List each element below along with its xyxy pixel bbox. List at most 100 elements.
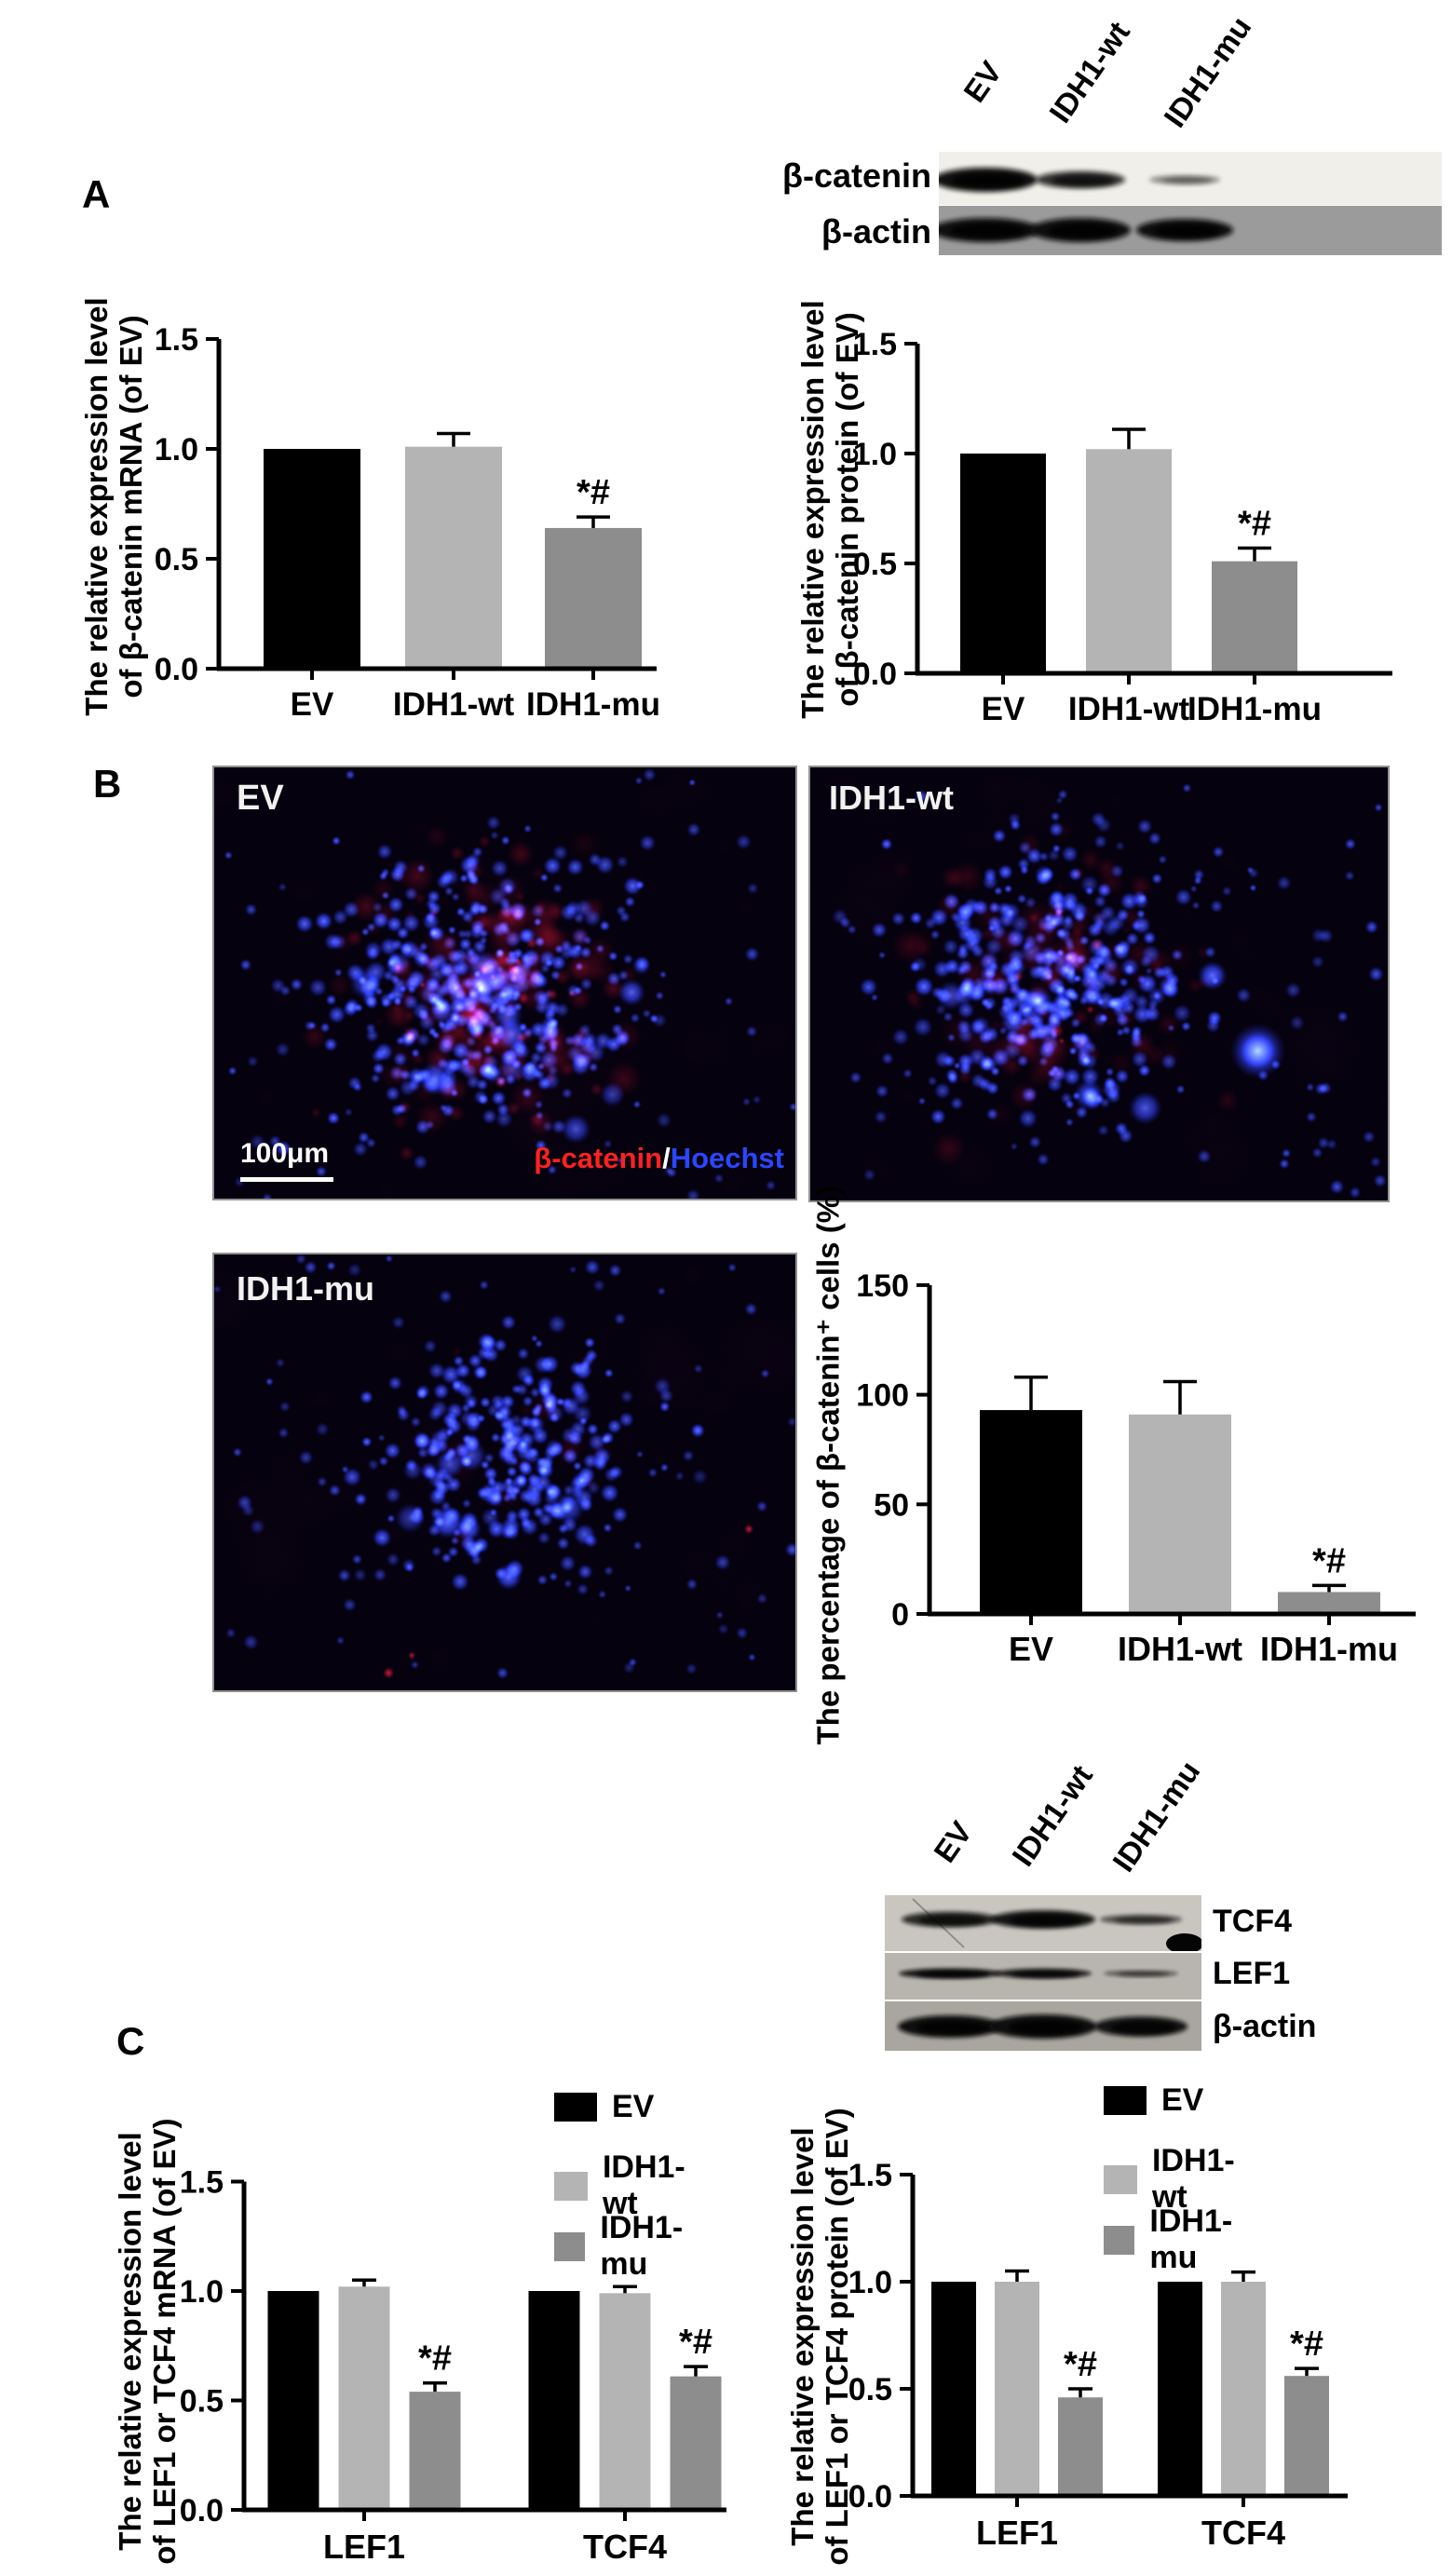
stain-blue-text: Hoechst <box>670 1142 784 1174</box>
svg-text:0.5: 0.5 <box>180 2384 224 2420</box>
blot-top-row-label-bcatenin: β-catenin <box>782 156 931 195</box>
svg-text:1.0: 1.0 <box>848 2265 892 2300</box>
microscopy-image-idh1mu: IDH1-mu <box>212 1253 797 1692</box>
svg-text:IDH1-wt: IDH1-wt <box>1118 1630 1242 1668</box>
legend-c2-row-idh1mu: IDH1-mu <box>1104 2203 1244 2276</box>
svg-text:TCF4: TCF4 <box>583 2528 667 2566</box>
blot-top-lane-label-idh1wt: IDH1-wt <box>1042 15 1137 129</box>
svg-text:IDH1-mu: IDH1-mu <box>1260 1630 1398 1668</box>
svg-text:IDH1-mu: IDH1-mu <box>1187 691 1322 727</box>
svg-text:0.5: 0.5 <box>155 542 198 577</box>
legend-c2-row-idh1wt: IDH1-wt <box>1104 2143 1244 2216</box>
legend-label-ev: EV <box>1161 2082 1204 2118</box>
svg-text:*#: *# <box>1238 504 1271 543</box>
blot-c-row-label-tcf4: TCF4 <box>1213 1904 1292 1939</box>
microscopy-image-idh1wt: IDH1-wt <box>808 766 1390 1202</box>
panel-b-letter: B <box>93 762 122 806</box>
blot-c-lane-label-idh1wt: IDH1-wt <box>1005 1758 1100 1873</box>
blot-top-bcatenin-bands <box>939 168 1220 192</box>
svg-text:0.5: 0.5 <box>848 2372 892 2407</box>
bar-chart-percent-cells: *# 0 50 100 150 EV IDH1-wt IDH1-mu <box>856 1268 1416 1668</box>
panel-a-letter: A <box>82 172 111 216</box>
svg-text:0.0: 0.0 <box>853 657 897 692</box>
svg-text:*#: *# <box>1290 2325 1323 2364</box>
svg-text:*#: *# <box>1312 1541 1346 1580</box>
svg-text:EV: EV <box>291 686 334 723</box>
microscopy-label-idh1mu: IDH1-mu <box>237 1269 375 1308</box>
legend-c1-row-ev: EV <box>554 2089 654 2125</box>
blot-c-lane-label-ev: EV <box>927 1814 979 1869</box>
blot-c-row-label-lef1: LEF1 <box>1213 1956 1291 1991</box>
panel-c-letter: C <box>116 2019 145 2063</box>
blot-c-bactin-strip <box>885 2001 1201 2051</box>
svg-text:LEF1: LEF1 <box>323 2528 405 2566</box>
svg-text:50: 50 <box>874 1487 909 1523</box>
svg-text:1.0: 1.0 <box>180 2274 224 2310</box>
stain-separator-text: / <box>662 1142 671 1174</box>
svg-text:1.0: 1.0 <box>853 437 897 472</box>
svg-text:EV: EV <box>982 691 1025 727</box>
svg-text:0.0: 0.0 <box>155 652 198 687</box>
blot-c-lef1-strip <box>885 1953 1201 2000</box>
blot-top-lane-label-ev: EV <box>957 54 1009 109</box>
blot-top-lane-label-idh1mu: IDH1-mu <box>1157 9 1258 134</box>
svg-text:1.5: 1.5 <box>848 2158 892 2193</box>
microscopy-label-ev: EV <box>237 779 284 818</box>
microscopy-label-idh1wt: IDH1-wt <box>829 779 954 817</box>
legend-label-idh1wt: IDH1-wt <box>1151 2143 1235 2215</box>
svg-text:150: 150 <box>856 1268 909 1304</box>
svg-text:*#: *# <box>577 473 610 512</box>
legend-c2-row-ev: EV <box>1104 2082 1203 2119</box>
svg-text:1.0: 1.0 <box>155 432 198 468</box>
svg-text:EV: EV <box>1009 1630 1053 1668</box>
blot-top-bactin-bands <box>939 218 1233 242</box>
blot-c-tcf4-strip <box>885 1895 1201 1951</box>
legend-swatch-idh1mu <box>1104 2225 1135 2255</box>
svg-text:*#: *# <box>418 2339 452 2379</box>
legend-label-idh1mu: IDH1-mu <box>1149 2203 1233 2275</box>
microscopy-image-ev: EV 100μm β-catenin/Hoechst <box>212 766 797 1200</box>
blot-top-bcatenin-strip <box>939 152 1442 205</box>
microscopy-canvas-idh1wt <box>810 767 1388 1200</box>
blot-c-bactin-bands <box>898 2014 1187 2039</box>
blot-c-tcf4-bands <box>902 1898 1201 1951</box>
svg-text:*#: *# <box>1064 2345 1097 2384</box>
svg-text:1.5: 1.5 <box>180 2165 224 2201</box>
svg-text:IDH1-mu: IDH1-mu <box>526 686 660 723</box>
blot-c-artifact-blob <box>1166 1933 1201 1951</box>
stain-red-text: β-catenin <box>534 1142 663 1174</box>
svg-text:IDH1-wt: IDH1-wt <box>393 686 515 723</box>
bar-chart-lef1-tcf4-protein: *# *# 0.0 0.5 1.0 1.5 LEF1 TCF4 <box>848 2158 1348 2552</box>
blot-top-row-label-bactin: β-actin <box>821 212 931 251</box>
bar-chart-bcatenin-mrna: *# 0.0 0.5 1.0 1.5 EV IDH1-wt IDH1-mu <box>155 322 660 723</box>
legend-swatch-idh1mu <box>554 2231 586 2261</box>
svg-text:0.5: 0.5 <box>853 547 897 582</box>
scale-bar-line <box>240 1177 333 1182</box>
blot-c-lef1-bands <box>899 1968 1178 1979</box>
stain-overlay-label: β-catenin/Hoechst <box>534 1142 784 1175</box>
microscopy-canvas-ev <box>214 767 795 1199</box>
legend-swatch-ev <box>1104 2086 1147 2115</box>
svg-text:100: 100 <box>856 1378 909 1414</box>
blot-c-lane-label-idh1mu: IDH1-mu <box>1106 1754 1207 1878</box>
legend-swatch-idh1wt <box>1104 2164 1137 2194</box>
legend-label-idh1wt: IDH1-wt <box>602 2149 685 2221</box>
svg-text:LEF1: LEF1 <box>976 2514 1058 2552</box>
scale-bar-text: 100μm <box>240 1138 330 1169</box>
blot-c-row-label-bactin: β-actin <box>1213 2009 1317 2044</box>
legend-label-ev: EV <box>612 2089 655 2124</box>
svg-text:1.5: 1.5 <box>155 322 198 358</box>
svg-text:0.0: 0.0 <box>180 2493 224 2529</box>
blot-top-bactin-strip <box>939 206 1442 255</box>
svg-text:1.5: 1.5 <box>853 327 897 362</box>
legend-c1-row-idh1mu: IDH1-mu <box>554 2210 695 2283</box>
legend-swatch-ev <box>554 2093 597 2122</box>
svg-text:IDH1-wt: IDH1-wt <box>1068 691 1190 727</box>
legend-c1-row-idh1wt: IDH1-wt <box>554 2149 695 2222</box>
svg-text:*#: *# <box>679 2323 712 2362</box>
svg-text:TCF4: TCF4 <box>1201 2514 1285 2552</box>
svg-text:0.0: 0.0 <box>848 2479 892 2515</box>
bar-chart-lef1-tcf4-mrna: *# *# 0.0 0.5 1.0 1.5 LEF1 TCF4 <box>180 2165 726 2566</box>
